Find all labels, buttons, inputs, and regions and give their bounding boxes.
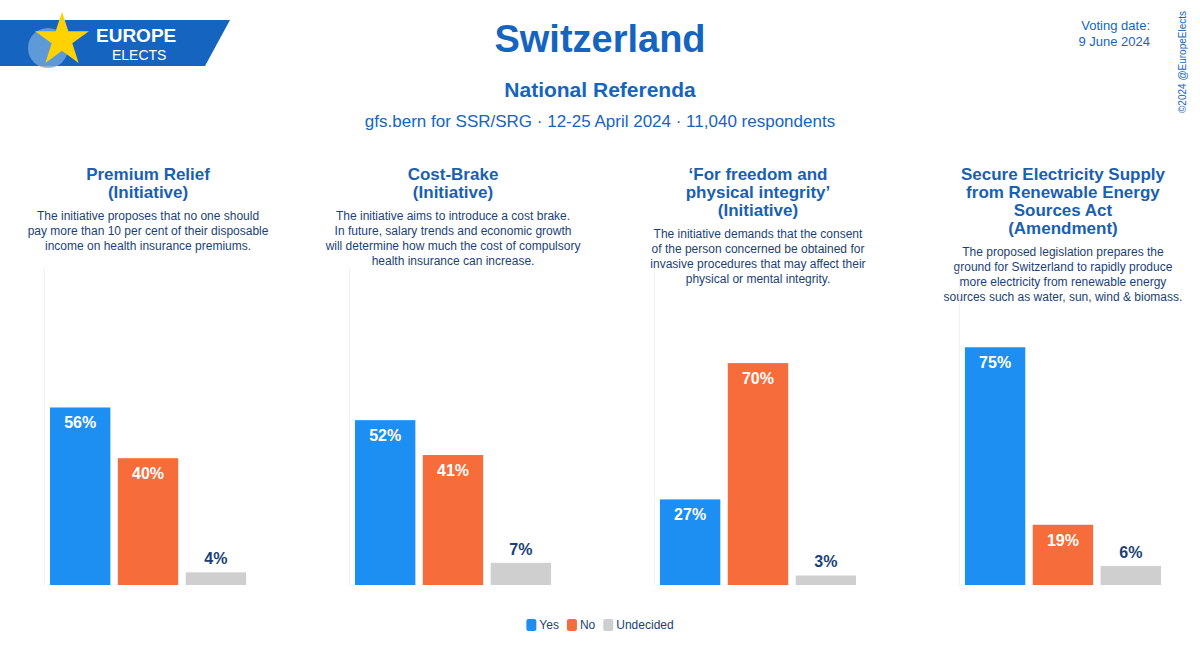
bar: [965, 347, 1025, 585]
chart-container: EUROPEELECTS Switzerland National Referend…: [0, 0, 1200, 658]
y-axis-line: [654, 269, 655, 586]
panel-description: The initiative aims to introduce a cost …: [325, 209, 581, 268]
bar: [660, 499, 720, 585]
voting-date: 9 June 2024: [1078, 34, 1150, 49]
y-axis-line: [349, 269, 350, 586]
legend-swatch: [526, 619, 536, 631]
copyright: ©2024 @EuropeElects: [1177, 11, 1188, 113]
y-axis-line: [959, 269, 960, 586]
legend-label: No: [580, 618, 596, 632]
legend-label: Yes: [539, 618, 559, 632]
panel-title: ‘For freedom andphysical integrity’(Init…: [686, 165, 831, 220]
logo-star: [35, 12, 89, 63]
y-axis: [44, 269, 45, 586]
legend-swatch: [567, 619, 577, 631]
panel-title: Cost-Brake(Initiative): [408, 165, 499, 202]
data-label: 70%: [742, 370, 774, 387]
data-label: 40%: [132, 465, 164, 482]
panel-title: Secure Electricity Supplyfrom Renewable …: [961, 165, 1166, 238]
data-label: 4%: [204, 550, 227, 567]
bar: [728, 363, 788, 585]
logo: EUROPEELECTS: [0, 12, 230, 68]
legend-item: Undecided: [603, 618, 673, 632]
y-axis: [959, 269, 960, 586]
data-label: 56%: [64, 414, 96, 431]
bar: [423, 455, 483, 585]
source: gfs.bern for SSR/SRG · 12-25 April 2024 …: [365, 112, 835, 131]
legend: Yes No Undecided: [526, 618, 673, 632]
panel-description: The initiative proposes that no one shou…: [28, 209, 269, 253]
data-label: 3%: [814, 553, 837, 570]
data-label: 75%: [979, 354, 1011, 371]
bar: [1101, 566, 1161, 585]
bar: [50, 407, 110, 585]
subtitle: National Referenda: [504, 78, 696, 101]
legend-swatch: [603, 619, 613, 631]
legend-item: No: [567, 618, 596, 632]
data-label: 19%: [1047, 532, 1079, 549]
bar: [796, 575, 856, 585]
bar: [491, 563, 551, 585]
voting-date: Voting date:: [1081, 18, 1150, 33]
bar: [186, 572, 246, 585]
y-axis-line: [44, 269, 45, 586]
data-label: 52%: [369, 427, 401, 444]
data-label: 7%: [509, 541, 532, 558]
data-label: 41%: [437, 462, 469, 479]
bar: [118, 458, 178, 585]
y-axes: [45, 269, 960, 586]
legend-item: Yes: [526, 618, 559, 632]
title: Switzerland: [494, 18, 705, 60]
bar: [1033, 525, 1093, 585]
chart: EUROPEELECTS Switzerland National Referend…: [0, 0, 1200, 658]
bars: [50, 347, 1161, 585]
data-label: 6%: [1119, 544, 1142, 561]
logo-text: EUROPE: [96, 25, 176, 46]
bar: [355, 420, 415, 585]
logo-text: ELECTS: [112, 47, 166, 63]
data-label: 27%: [674, 506, 706, 523]
panel-description: The initiative demands that the consento…: [650, 227, 865, 286]
legend-label: Undecided: [616, 618, 673, 632]
data-labels: 56% 52% 27% 75% 40% 41% 70% 19% 4% 7% 3% 6%: [64, 354, 1142, 570]
panel-description: The proposed legislation prepares thegro…: [944, 245, 1183, 304]
panel-title: Premium Relief(Initiative): [86, 165, 210, 202]
y-axis: [654, 269, 655, 586]
y-axis: [349, 269, 350, 586]
